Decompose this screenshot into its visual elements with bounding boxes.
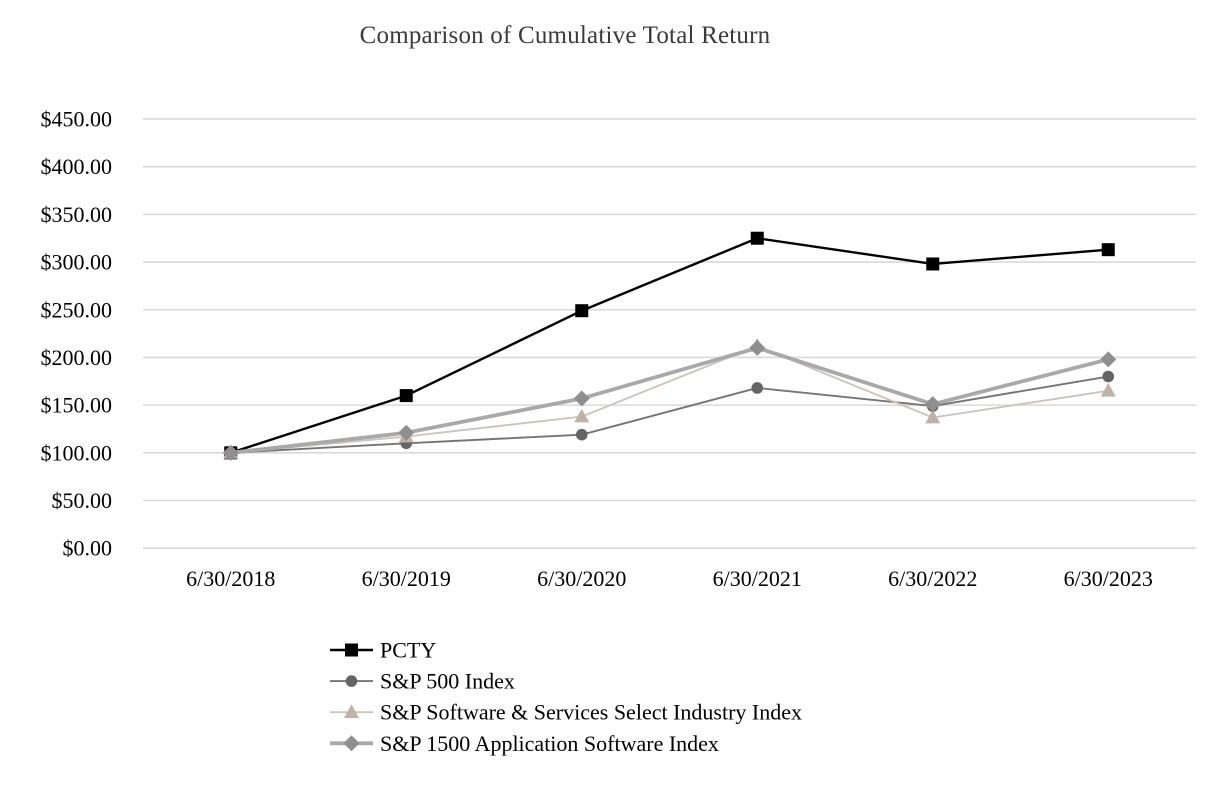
x-axis-tick-label: 6/30/2021	[713, 566, 802, 591]
legend-item-s-p-500-index: S&P 500 Index	[330, 669, 515, 694]
series-line-pcty	[230, 237, 1109, 454]
x-axis-tick-label: 6/30/2018	[186, 566, 275, 591]
legend-item-pcty: PCTY	[330, 638, 436, 663]
y-axis-tick-label: $350.00	[41, 202, 113, 227]
series-marker-pcty	[926, 257, 940, 271]
legend-label-s-p-1500-application-software-index: S&P 1500 Application Software Index	[380, 731, 719, 756]
series-marker-s-p-1500-application-software-index	[222, 444, 239, 461]
series-marker-pcty	[750, 231, 764, 245]
y-axis-tick-label: $300.00	[41, 250, 113, 275]
series-marker-pcty	[399, 389, 413, 403]
y-axis-tick-label: $0.00	[63, 536, 113, 561]
series-marker-pcty	[575, 304, 589, 318]
series-line-s-p-1500-application-software-index	[230, 346, 1109, 455]
x-axis-tick-label: 6/30/2020	[537, 566, 626, 591]
legend-marker-s-p-1500-application-software-index	[343, 735, 360, 752]
y-axis-tick-label: $50.00	[52, 488, 113, 513]
series-marker-s-p-500-index	[1102, 370, 1115, 383]
series-marker-s-p-software-services-select-industry-index	[1100, 382, 1116, 397]
legend-label-s-p-software-services-select-industry-index: S&P Software & Services Select Industry …	[380, 700, 802, 725]
y-axis-tick-label: $400.00	[41, 154, 113, 179]
y-axis-tick-label: $250.00	[41, 297, 113, 322]
series-marker-s-p-1500-application-software-index	[1100, 351, 1117, 368]
legend-item-s-p-software-services-select-industry-index: S&P Software & Services Select Industry …	[330, 700, 802, 725]
legend-marker-pcty	[345, 643, 358, 657]
chart-title: Comparison of Cumulative Total Return	[359, 22, 771, 49]
legend-marker-s-p-software-services-select-industry-index	[344, 704, 359, 718]
y-axis-tick-label: $200.00	[41, 345, 113, 370]
series-marker-s-p-software-services-select-industry-index	[574, 408, 590, 423]
y-axis-tick-label: $450.00	[41, 107, 113, 132]
series-line-s-p-500-index	[230, 375, 1109, 454]
series-marker-s-p-1500-application-software-index	[398, 424, 415, 441]
y-axis-tick-label: $150.00	[41, 393, 113, 418]
legend-marker-s-p-500-index	[345, 675, 358, 687]
series-marker-s-p-software-services-select-industry-index	[925, 409, 941, 424]
x-axis-tick-label: 6/30/2022	[888, 566, 977, 591]
x-axis-tick-label: 6/30/2019	[362, 566, 451, 591]
series-marker-s-p-500-index	[575, 428, 588, 441]
series-marker-pcty	[1101, 243, 1115, 257]
series-marker-s-p-1500-application-software-index	[573, 390, 590, 407]
series-marker-s-p-1500-application-software-index	[749, 339, 766, 356]
series-line-s-p-software-services-select-industry-index	[230, 345, 1109, 454]
legend-label-pcty: PCTY	[380, 638, 436, 663]
legend-label-s-p-500-index: S&P 500 Index	[380, 669, 515, 694]
y-axis-tick-label: $100.00	[41, 440, 113, 465]
series-marker-s-p-1500-application-software-index	[924, 396, 941, 413]
x-axis-tick-label: 6/30/2023	[1064, 566, 1153, 591]
series-marker-s-p-500-index	[751, 382, 764, 394]
legend-item-s-p-1500-application-software-index: S&P 1500 Application Software Index	[330, 731, 719, 756]
